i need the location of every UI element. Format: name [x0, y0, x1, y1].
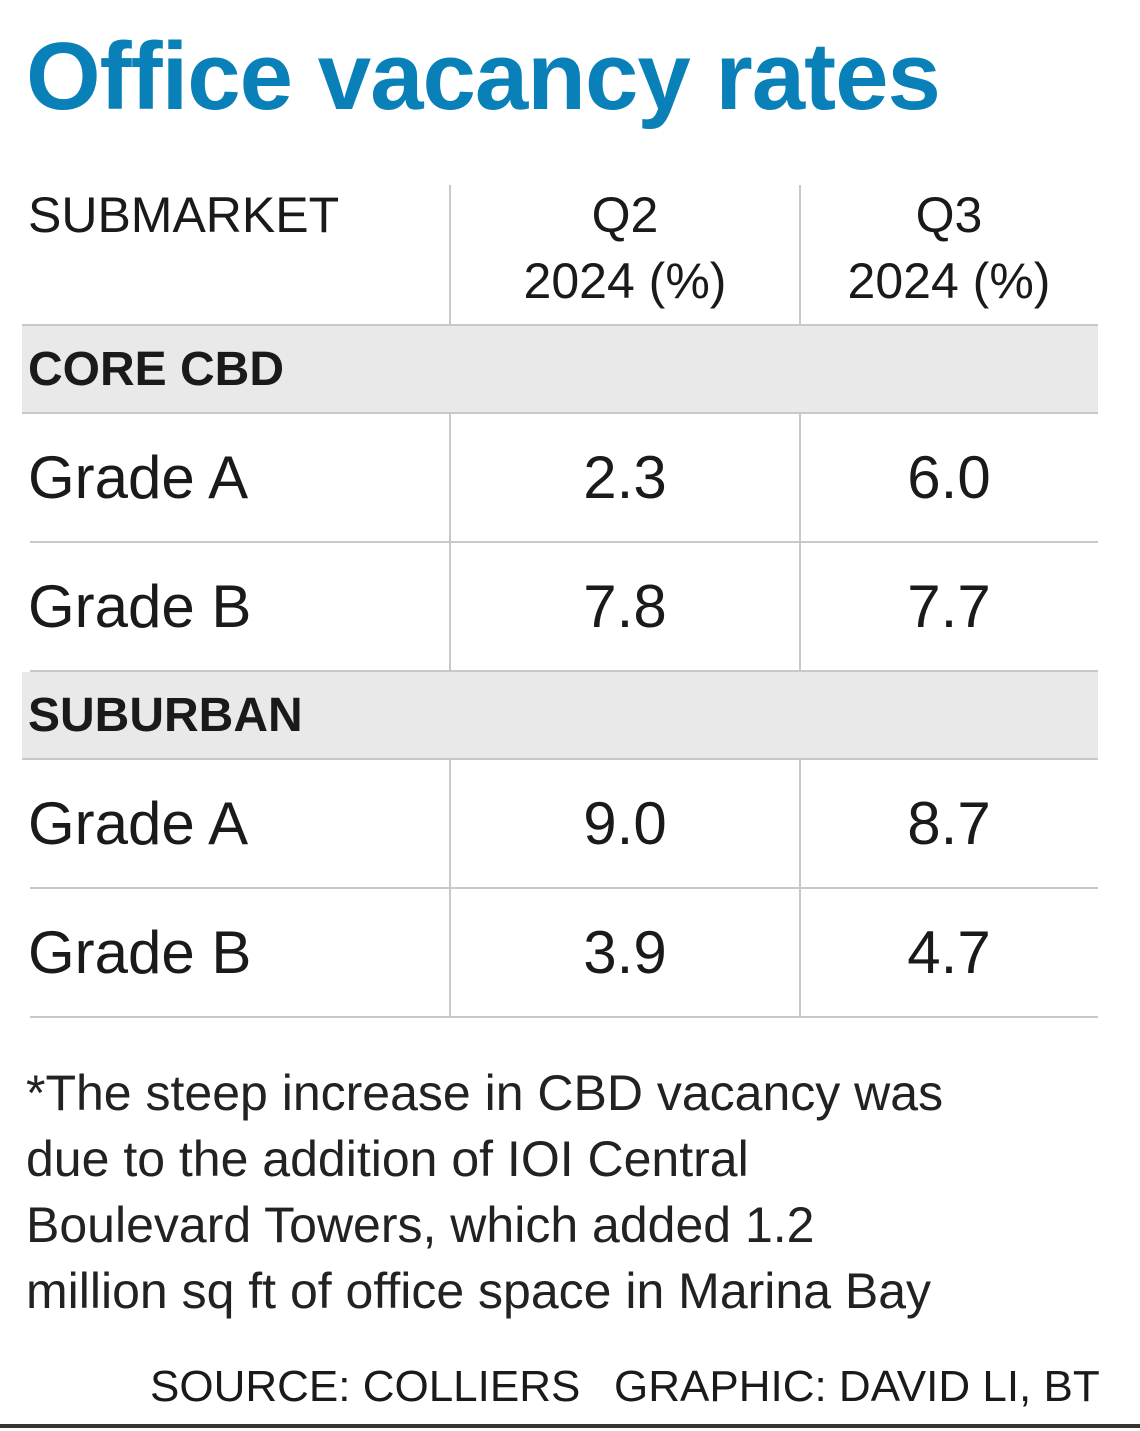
value-cell: 7.8	[583, 573, 667, 640]
value-cell: 7.7	[907, 573, 991, 640]
column-divider	[799, 758, 801, 887]
value-cell: 8.7	[907, 790, 991, 857]
column-divider	[799, 541, 801, 670]
note: *The steep increase in CBD vacancy was du…	[26, 1060, 943, 1324]
row-label: Grade A	[28, 790, 249, 857]
value-cell: 6.0	[907, 444, 991, 511]
column-divider	[449, 185, 451, 325]
header-cell: SUBMARKET	[28, 187, 340, 243]
column-divider	[449, 412, 451, 541]
header-line: 2024 (%)	[847, 253, 1051, 309]
row-rule	[30, 541, 1098, 543]
value-cell: 3.9	[583, 919, 667, 986]
note-line: million sq ft of office space in Marina …	[26, 1263, 932, 1319]
header-line: Q3	[915, 187, 983, 243]
header-line: 2024 (%)	[523, 253, 727, 309]
column-divider	[449, 541, 451, 670]
row-rule	[30, 1016, 1098, 1018]
source: SOURCE: COLLIERS	[150, 1362, 581, 1411]
note-line: *The steep increase in CBD vacancy was	[26, 1065, 944, 1121]
column-divider	[799, 887, 801, 1016]
row-rule	[22, 758, 1098, 760]
column-divider	[449, 758, 451, 887]
column-divider	[799, 185, 801, 325]
note-line: due to the addition of IOI Central	[26, 1131, 749, 1187]
value-cell: 2.3	[583, 444, 667, 511]
row-rule	[30, 670, 1098, 672]
title: Office vacancy rates	[26, 23, 941, 130]
row-rule	[22, 412, 1098, 414]
section-label: CORE CBD	[22, 326, 1098, 412]
header-cell: Q2 2024 (%)	[450, 182, 800, 314]
note-line: Boulevard Towers, which added 1.2	[26, 1197, 815, 1253]
credit: GRAPHIC: DAVID LI, BT	[614, 1362, 1100, 1411]
value-cell: 4.7	[907, 919, 991, 986]
row-label: Grade B	[28, 919, 252, 986]
bottom-rule	[0, 1424, 1140, 1428]
row-label: Grade A	[28, 444, 249, 511]
header-cell: Q3 2024 (%)	[800, 182, 1098, 314]
row-rule	[22, 324, 1098, 326]
header-line: Q2	[591, 187, 659, 243]
value-cell: 9.0	[583, 790, 667, 857]
row-rule	[30, 887, 1098, 889]
section-label: SUBURBAN	[22, 672, 1098, 758]
column-divider	[449, 887, 451, 1016]
column-divider	[799, 412, 801, 541]
row-label: Grade B	[28, 573, 252, 640]
